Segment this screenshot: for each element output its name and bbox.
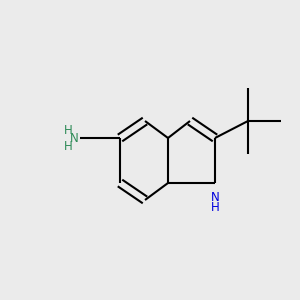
Text: H: H [64, 124, 72, 137]
Text: H: H [64, 140, 72, 154]
Text: H: H [211, 201, 219, 214]
Text: N: N [70, 131, 78, 145]
Text: N: N [211, 191, 219, 204]
